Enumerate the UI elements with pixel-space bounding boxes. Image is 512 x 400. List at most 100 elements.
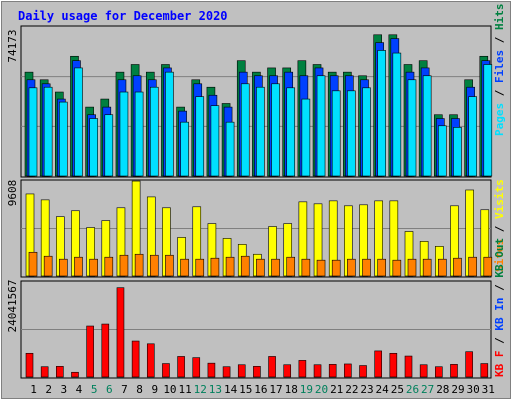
bar-sites	[195, 258, 205, 277]
bar-sites	[256, 258, 265, 277]
bar-sites	[407, 258, 417, 277]
bar-sites	[43, 255, 53, 277]
bar-kbytes	[359, 365, 367, 378]
bar-kbytes	[253, 366, 261, 378]
legend-item: Files	[493, 50, 506, 83]
bottom-ymax-label: 24041567	[6, 280, 19, 333]
bar-pages	[347, 90, 356, 177]
x-tick-label: 9	[151, 383, 158, 396]
x-tick-label: 13	[209, 383, 222, 396]
bar-sites	[149, 254, 159, 277]
bar-pages	[119, 91, 129, 177]
bar-kbytes	[71, 371, 79, 378]
bar-kbytes	[177, 356, 185, 378]
x-tick-label: 7	[121, 383, 128, 396]
x-tick-label: 22	[345, 383, 358, 396]
legend-separator: /	[493, 278, 506, 298]
bar-sites	[104, 256, 114, 277]
bar-sites	[301, 258, 311, 277]
bar-sites	[180, 258, 189, 277]
bar-kbytes	[419, 364, 428, 378]
bar-sites	[59, 258, 68, 277]
x-tick-label: 10	[163, 383, 176, 396]
bar-sites	[286, 256, 296, 277]
bar-kbytes	[435, 366, 443, 378]
bar-kbytes	[450, 364, 458, 378]
bar-pages	[316, 75, 326, 177]
bar-kbytes	[146, 343, 155, 378]
x-tick-label: 27	[421, 383, 434, 396]
bar-kbytes	[131, 340, 140, 378]
bar-kbytes	[116, 287, 125, 378]
bar-kbytes	[222, 366, 231, 378]
x-tick-label: 28	[436, 383, 449, 396]
x-tick-label: 4	[76, 383, 83, 396]
bar-sites	[74, 256, 83, 277]
bar-kbytes	[268, 356, 276, 378]
legend: Pages / Files / Hits	[493, 4, 506, 137]
bar-pages	[301, 98, 311, 177]
bar-pages	[240, 83, 250, 177]
legend: KB F / KB In / KB Out	[493, 238, 506, 377]
legend-item: Visits	[493, 179, 506, 219]
bar-pages	[483, 64, 493, 177]
bar-pages	[74, 67, 83, 177]
bar-pages	[286, 87, 296, 177]
bar-sites	[165, 254, 174, 277]
legend-item: KB F	[493, 351, 506, 378]
x-tick-label: 6	[106, 383, 113, 396]
top-ymax-label: 74173	[6, 29, 19, 62]
bar-sites	[240, 255, 250, 277]
x-tick-label: 25	[391, 383, 404, 396]
x-tick-label: 29	[451, 383, 464, 396]
x-tick-label: 14	[224, 383, 238, 396]
legend-separator: /	[493, 219, 506, 239]
x-tick-label: 30	[467, 383, 480, 396]
x-tick-label: 16	[254, 383, 267, 396]
legend-item: Hits	[493, 4, 506, 31]
x-tick-label: 21	[330, 383, 343, 396]
bar-pages	[392, 52, 402, 177]
bar-pages	[256, 86, 265, 177]
bar-kbytes	[237, 364, 246, 378]
bar-sites	[392, 259, 402, 277]
bar-kbytes	[56, 366, 64, 378]
x-tick-label: 15	[239, 383, 252, 396]
bar-pages	[362, 87, 371, 177]
x-tick-label: 17	[269, 383, 282, 396]
bar-pages	[453, 127, 462, 177]
bar-sites	[453, 257, 462, 277]
bar-sites	[271, 258, 280, 277]
bar-pages	[438, 125, 447, 177]
legend-separator: /	[493, 30, 506, 50]
bar-sites	[89, 258, 98, 277]
bar-kbytes	[40, 366, 49, 378]
x-axis-labels: 1 2 3 4 5 6 7 8 9 10 11 12 13 14 15 16 17 18 19 20 21 22 23 24 2…	[30, 383, 495, 396]
bar-sites	[331, 259, 341, 277]
x-tick-label: 12	[194, 383, 207, 396]
bar-kbytes	[480, 363, 489, 378]
legend-item: Pages	[493, 103, 506, 136]
bar-kbytes	[101, 323, 110, 378]
bar-sites	[28, 251, 38, 277]
bar-pages	[165, 71, 174, 177]
bar-kbytes	[298, 360, 307, 378]
bar-pages	[210, 105, 220, 177]
bar-pages	[43, 86, 53, 177]
bar-pages	[104, 114, 114, 177]
middle-ymax-label: 9608	[6, 180, 19, 207]
bar-kbytes	[374, 350, 382, 378]
legend-item: KB Out	[493, 238, 506, 278]
bar-kbytes	[328, 364, 337, 378]
x-tick-label: 2	[45, 383, 52, 396]
bar-pages	[422, 75, 432, 177]
x-tick-label: 31	[482, 383, 495, 396]
bar-kbytes	[389, 352, 398, 378]
legend: Sites / Visits	[493, 179, 506, 272]
x-tick-label: 3	[61, 383, 68, 396]
legend-separator: /	[493, 83, 506, 103]
bar-pages	[331, 90, 341, 177]
x-tick-label: 26	[406, 383, 419, 396]
bars-layer	[21, 34, 493, 378]
